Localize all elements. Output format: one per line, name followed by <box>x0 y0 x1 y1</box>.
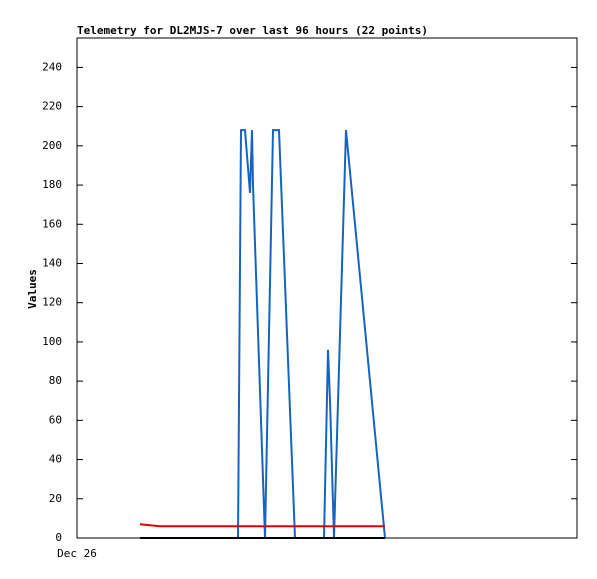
series-line <box>237 129 386 539</box>
y-tick-label: 200 <box>42 139 62 152</box>
y-axis-label: Values <box>26 269 39 309</box>
y-tick-label: 40 <box>49 453 62 466</box>
y-tick-label: 240 <box>42 60 62 73</box>
y-tick-label: 160 <box>42 217 62 230</box>
y-tick-label: 0 <box>55 531 62 544</box>
y-tick-label: 180 <box>42 178 62 191</box>
y-tick-label: 60 <box>49 413 62 426</box>
y-tick-label: 100 <box>42 335 62 348</box>
y-tick-label: 20 <box>49 492 62 505</box>
y-tick-label: 220 <box>42 100 62 113</box>
series-line <box>139 523 385 528</box>
y-tick-label: 120 <box>42 296 62 309</box>
chart-title: Telemetry for DL2MJS-7 over last 96 hour… <box>77 24 428 37</box>
y-tick-label: 80 <box>49 374 62 387</box>
y-tick-label: 140 <box>42 256 62 269</box>
x-tick-label: Dec 26 <box>57 547 97 560</box>
